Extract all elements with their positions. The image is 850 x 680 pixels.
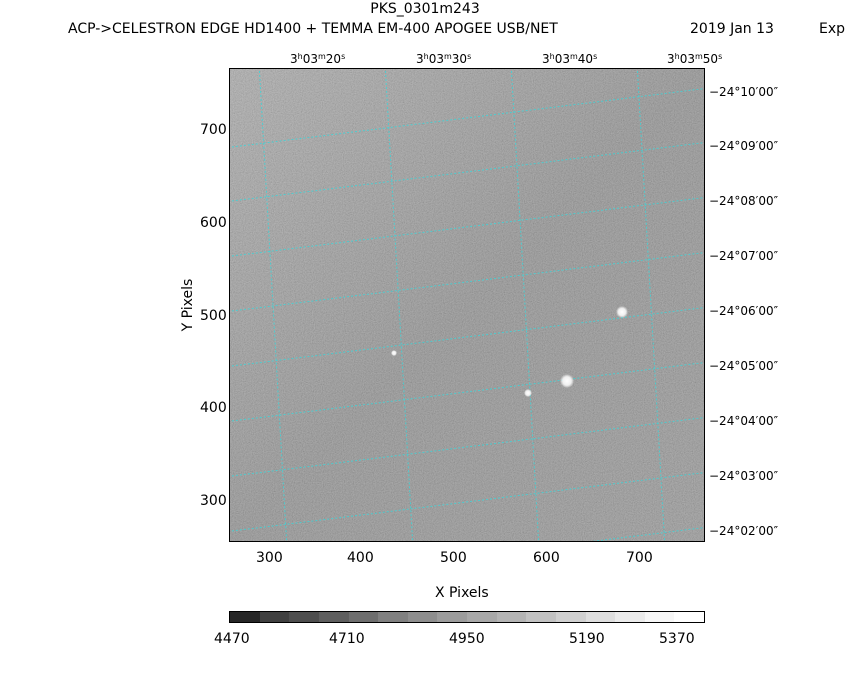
- dec-grid-line: [229, 251, 705, 312]
- exposure-label: Exp: [819, 21, 846, 37]
- colorbar-label: 4950: [449, 631, 485, 647]
- ra-grid-line: [384, 68, 414, 542]
- colorbar-swatch: [496, 612, 527, 622]
- dec-grid-line: [229, 141, 705, 202]
- ra-label: 3h03m40s: [542, 52, 598, 66]
- x-axis-label: X Pixels: [435, 585, 489, 601]
- colorbar-swatch: [526, 612, 556, 622]
- dec-label: −24°04′00″: [709, 414, 779, 428]
- coordinate-grid: [229, 68, 705, 542]
- colorbar-swatch: [289, 612, 319, 622]
- x-tick-label: 300: [256, 550, 283, 566]
- star: [616, 306, 628, 318]
- dec-label: −24°10′00″: [709, 85, 779, 99]
- dec-label: −24°08′00″: [709, 194, 779, 208]
- dec-grid-line: [229, 471, 705, 532]
- y-tick-label: 700: [200, 122, 227, 138]
- dec-label: −24°02′00″: [709, 524, 779, 538]
- colorbar-label: 4710: [329, 631, 365, 647]
- dec-label: −24°05′00″: [709, 359, 779, 373]
- ra-label: 3h03m20s: [290, 52, 346, 66]
- observation-date: 2019 Jan 13: [690, 21, 774, 37]
- colorbar-swatch: [230, 612, 260, 622]
- star: [391, 350, 397, 356]
- dec-grid-line: [229, 87, 705, 148]
- image-border: [229, 68, 705, 542]
- dec-grid-line: [229, 196, 705, 257]
- colorbar-label: 5370: [659, 631, 695, 647]
- colorbar-label: 4470: [214, 631, 250, 647]
- colorbar-swatch: [407, 612, 438, 622]
- star: [560, 374, 574, 388]
- dec-label: −24°03′00″: [709, 469, 779, 483]
- colorbar-swatch: [437, 612, 467, 622]
- dec-label: −24°09′00″: [709, 139, 779, 153]
- y-tick-label: 500: [200, 308, 227, 324]
- x-tick-label: 700: [626, 550, 653, 566]
- colorbar-swatch: [378, 612, 408, 622]
- colorbar-swatch: [674, 612, 704, 622]
- colorbar-swatch: [555, 612, 586, 622]
- colorbar-swatch: [348, 612, 379, 622]
- image-title: PKS_0301m243: [370, 1, 480, 17]
- colorbar: [229, 611, 705, 623]
- dec-label: −24°06′00″: [709, 304, 779, 318]
- dec-label: −24°07′00″: [709, 249, 779, 263]
- ra-grid-line: [510, 68, 540, 542]
- colorbar-swatch: [615, 612, 645, 622]
- y-tick-label: 400: [200, 400, 227, 416]
- dec-grid-line: [229, 361, 705, 422]
- x-tick-label: 600: [533, 550, 560, 566]
- ra-grid-line: [636, 68, 666, 542]
- colorbar-swatch: [259, 612, 290, 622]
- star: [524, 389, 532, 397]
- x-tick-label: 500: [440, 550, 467, 566]
- colorbar-swatch: [644, 612, 675, 622]
- colorbar-swatch: [467, 612, 497, 622]
- colorbar-swatch: [318, 612, 349, 622]
- image-noise: [229, 68, 705, 542]
- colorbar-label: 5190: [569, 631, 605, 647]
- ra-grid-line: [258, 68, 288, 542]
- y-tick-label: 300: [200, 493, 227, 509]
- x-tick-label: 400: [347, 550, 374, 566]
- y-tick-label: 600: [200, 215, 227, 231]
- dec-grid-line: [229, 306, 705, 367]
- ra-label: 3h03m50s: [667, 52, 723, 66]
- instrument-subtitle: ACP->CELESTRON EDGE HD1400 + TEMMA EM-40…: [68, 21, 558, 37]
- ra-label: 3h03m30s: [416, 52, 472, 66]
- y-axis-label: Y Pixels: [180, 278, 196, 332]
- astro-image: [229, 68, 705, 542]
- dec-grid-line: [229, 416, 705, 477]
- colorbar-swatch: [585, 612, 616, 622]
